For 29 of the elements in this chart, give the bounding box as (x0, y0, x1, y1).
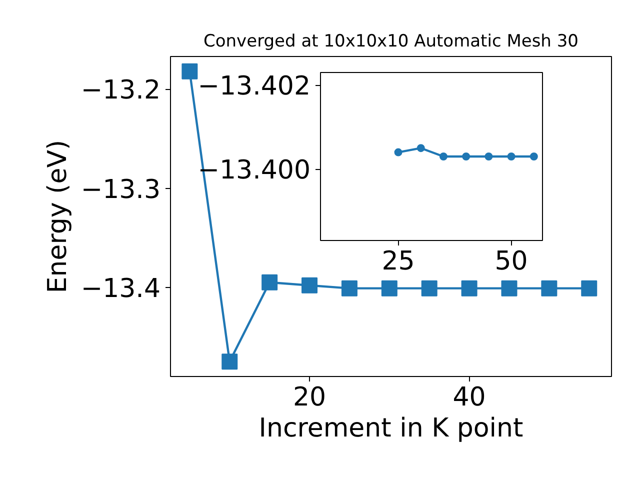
point (462, 152, 470, 160)
y-tick-label: −13.3 (80, 174, 161, 205)
x-tick-label: 40 (452, 382, 486, 412)
point (501, 280, 518, 296)
y-tick-label: −13.4 (80, 274, 161, 304)
point (394, 148, 402, 156)
point (421, 280, 438, 296)
y-axis-title: Energy (eV) (42, 140, 73, 294)
y-tick-label: −13.402 (198, 72, 311, 102)
chart-title: Converged at 10x10x10 Automatic Mesh 30 (204, 32, 579, 52)
point (461, 280, 478, 296)
point (341, 280, 358, 296)
point (484, 152, 493, 160)
point (262, 274, 278, 290)
point (581, 280, 598, 296)
point (439, 152, 448, 160)
point (381, 280, 398, 296)
point (222, 354, 238, 370)
point (530, 152, 538, 160)
point (302, 277, 318, 294)
x-axis-title: Increment in K point (258, 414, 524, 444)
point (507, 152, 516, 160)
x-tick-label: 20 (292, 382, 326, 412)
y-tick-label: −13.2 (80, 76, 161, 106)
point (541, 280, 558, 296)
x-tick-label: 50 (494, 246, 528, 276)
point (416, 144, 425, 152)
x-tick-label: 25 (382, 246, 415, 276)
point (182, 63, 198, 80)
